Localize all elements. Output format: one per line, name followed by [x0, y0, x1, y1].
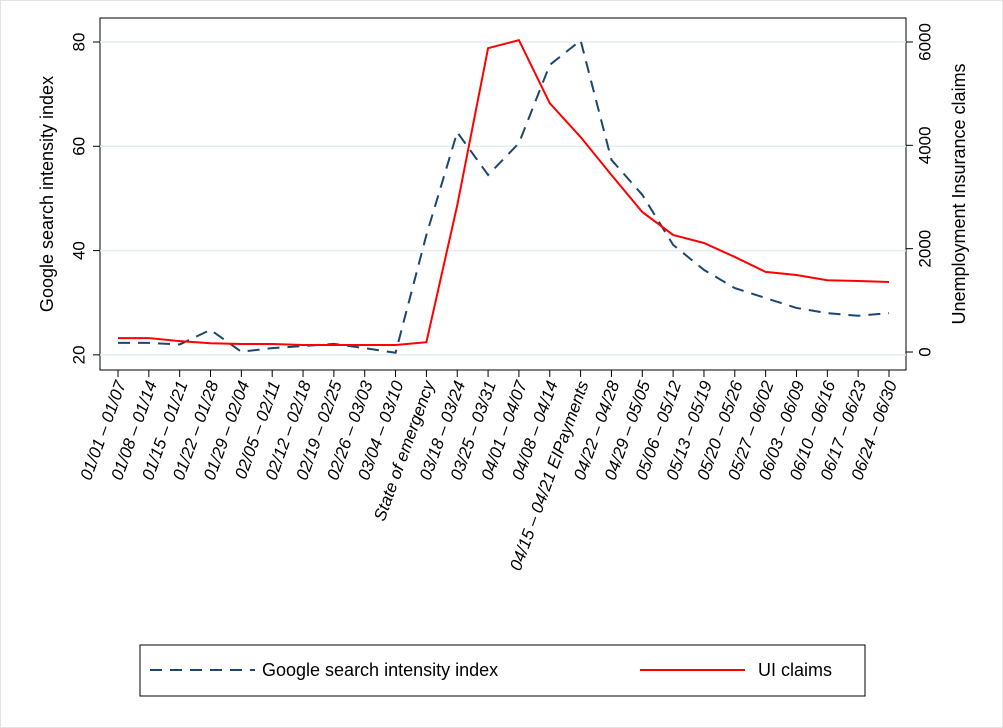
series-line	[118, 38, 890, 354]
y2-tick-label: 0	[915, 347, 934, 356]
y-tick-label: 20	[69, 345, 88, 364]
y2-tick-label: 6000	[915, 23, 934, 61]
plot-area	[99, 17, 907, 371]
legend-label: UI claims	[758, 660, 832, 680]
legend-label: Google search intensity index	[262, 660, 498, 680]
series-line	[118, 38, 890, 347]
y2-tick-label: 2000	[915, 230, 934, 268]
y-tick-label: 60	[69, 137, 88, 156]
y2-axis-label: Unemployment Insurance claims	[949, 63, 969, 324]
legend	[139, 644, 866, 697]
y-tick-label: 80	[69, 33, 88, 52]
y-tick-label: 40	[69, 241, 88, 260]
y2-tick-label: 4000	[915, 126, 934, 164]
y-axis-label: Google search intensity index	[37, 76, 57, 312]
